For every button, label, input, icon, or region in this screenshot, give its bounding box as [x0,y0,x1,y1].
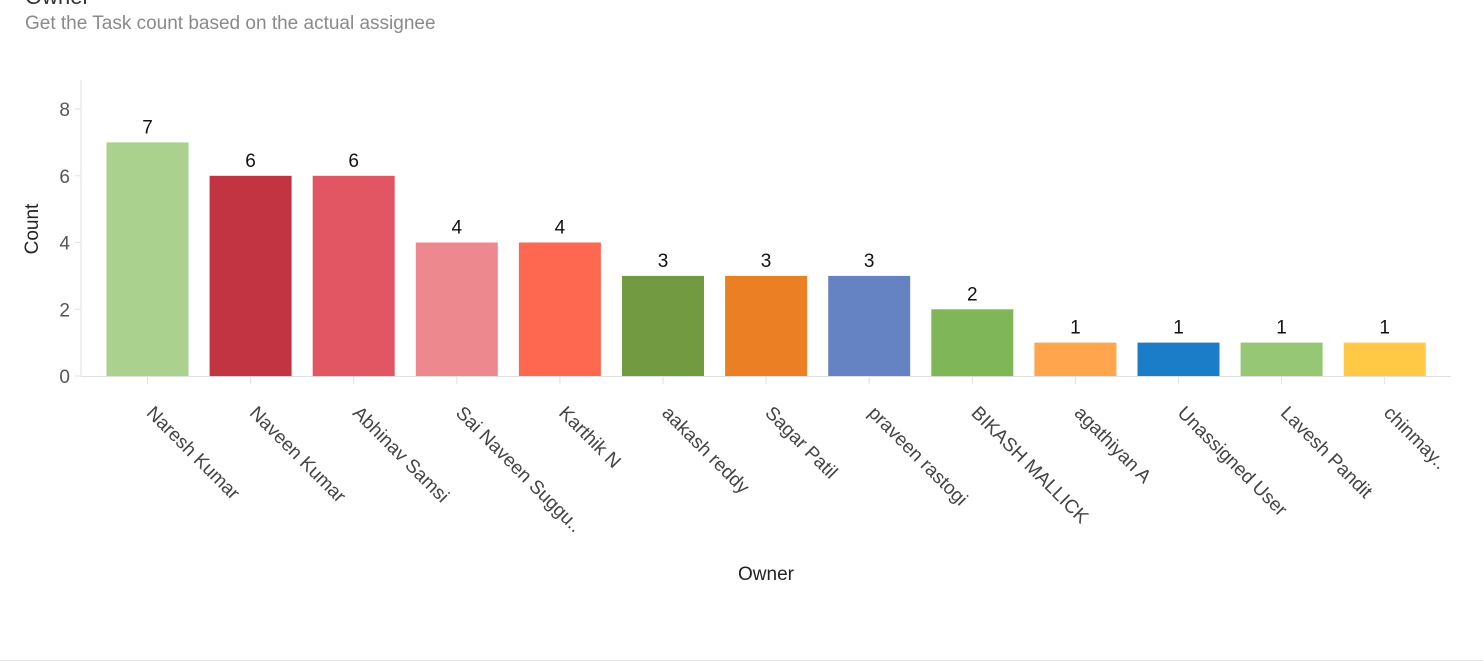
x-tick-label: Lavesh Pandit [1276,403,1377,504]
x-tick-label: agathiyan A [1070,403,1155,488]
bar[interactable] [312,175,395,377]
x-tick-label: Naveen Kumar [245,403,350,508]
y-axis-title: Count [22,203,43,254]
data-label: 1 [1276,318,1287,339]
bar[interactable] [1034,342,1117,376]
bar[interactable] [106,142,189,376]
bar[interactable] [622,275,704,376]
bar[interactable] [725,275,808,376]
data-label: 3 [864,251,875,272]
data-label: 2 [967,284,978,305]
x-tick-label: praveen rastogi [864,403,971,510]
y-tick-label: 4 [59,234,70,255]
x-tick-label: Sagar Patil [761,403,842,484]
data-label: 4 [555,218,566,239]
data-labels: 7 6 6 4 4 3 3 3 2 1 1 1 1 [142,117,1390,338]
x-tick-label: Karthik N [554,403,624,473]
data-label: 6 [348,151,359,172]
y-tick-label: 0 [59,367,70,388]
x-tick-label: Naresh Kumar [142,403,244,505]
data-label: 7 [142,117,153,138]
data-label: 3 [658,251,669,272]
data-label: 1 [1070,318,1081,339]
x-tick-label: chinmay.. [1379,403,1450,474]
bar[interactable] [828,275,911,376]
x-tick-label: Unassigned User [1173,403,1291,521]
x-tick-label: BIKASH MALLICK [967,403,1093,529]
y-axis: 0 2 4 6 8 [59,80,82,388]
footer-divider [0,660,1483,661]
y-tick-label: 2 [59,300,70,321]
x-tick-label: Abhinav Samsi [348,403,452,507]
bar[interactable] [209,175,292,377]
y-tick-label: 6 [59,167,70,188]
data-label: 6 [245,151,256,172]
data-label: 1 [1173,318,1184,339]
x-axis [81,376,1451,384]
bar[interactable] [1343,342,1426,376]
chart-subtitle: Get the Task count based on the actual a… [25,13,436,34]
y-tick-label: 8 [59,100,70,121]
chart-title: Owner [25,0,90,8]
data-label: 1 [1379,318,1390,339]
data-label: 3 [761,251,772,272]
x-axis-title: Owner [738,564,795,585]
bar[interactable] [415,242,498,377]
x-tick-label: aakash reddy [657,403,753,499]
data-label: 4 [452,218,463,239]
bar[interactable] [518,242,601,377]
bar[interactable] [1240,342,1323,376]
bars [106,142,1426,377]
bar[interactable] [1137,342,1220,376]
bar[interactable] [931,309,1014,377]
